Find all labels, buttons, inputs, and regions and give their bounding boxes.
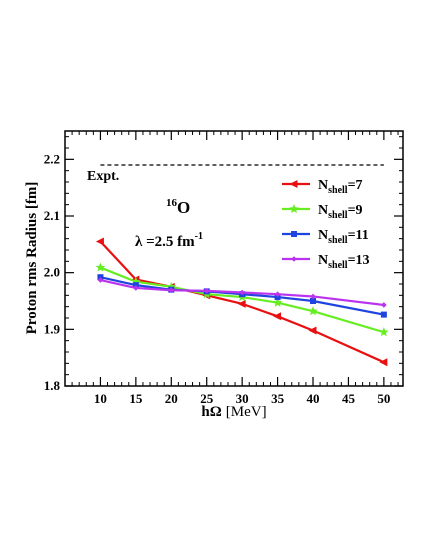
legend-item: Nshell=7 — [282, 178, 363, 196]
series-line — [100, 276, 385, 316]
series-line — [100, 278, 384, 307]
series-3 — [97, 277, 387, 308]
lambda-exponent: -1 — [195, 231, 203, 242]
data-point — [310, 293, 316, 300]
nucleus-symbol: O — [177, 198, 190, 217]
data-point — [272, 297, 283, 307]
data-point — [274, 294, 281, 301]
expt-label: Expt. — [87, 169, 119, 184]
x-tick-label: 35 — [271, 391, 285, 406]
nucleus-label: 16O — [166, 197, 190, 217]
data-point — [97, 277, 104, 283]
y-tick-label: 1.8 — [44, 378, 61, 393]
data-point — [239, 289, 245, 296]
data-point — [274, 291, 281, 297]
legend-swatch-marker — [291, 256, 297, 262]
legend-swatch-marker — [289, 180, 298, 188]
data-point — [379, 327, 389, 337]
data-point — [203, 288, 210, 294]
y-tick-label: 2.2 — [44, 151, 60, 166]
x-axis-title-base: hΩ — [201, 404, 221, 420]
x-axis-title-unit: [MeV] — [226, 404, 267, 420]
legend-label-subscript: shell — [328, 185, 348, 196]
data-point — [95, 237, 104, 246]
data-point — [166, 281, 177, 291]
series-0 — [95, 237, 388, 367]
data-point — [237, 299, 246, 308]
y-tick-label: 2.1 — [44, 208, 60, 223]
legend-label-prefix: N — [318, 253, 328, 268]
series-line — [99, 240, 385, 364]
legend-label: Nshell=7 — [318, 178, 363, 196]
legend-label-prefix: N — [318, 178, 328, 193]
legend-label-subscript: shell — [328, 235, 348, 246]
x-tick-label: 25 — [200, 391, 214, 406]
legend-label: Nshell=13 — [318, 253, 370, 271]
x-tick-label: 10 — [94, 391, 107, 406]
data-point — [97, 274, 104, 281]
x-tick-label: 40 — [307, 391, 320, 406]
series-line — [100, 266, 385, 334]
data-point — [381, 302, 387, 308]
lambda-label: λ =2.5 fm-1 — [135, 231, 203, 250]
data-point — [95, 262, 106, 272]
legend-swatch-marker — [289, 204, 299, 214]
legend-label: Nshell=11 — [318, 228, 369, 246]
x-tick-label: 30 — [236, 391, 249, 406]
legend-label-suffix: =11 — [348, 228, 369, 243]
legend-label-prefix: N — [318, 203, 328, 218]
legend-label-suffix: =13 — [348, 253, 370, 268]
data-point — [310, 298, 317, 304]
data-point — [380, 311, 387, 318]
data-point — [273, 312, 282, 321]
legend-label-prefix: N — [318, 228, 328, 243]
legend-item: Nshell=9 — [282, 203, 363, 221]
x-axis-title: hΩ [MeV] — [201, 404, 266, 420]
lambda-text: λ =2.5 fm — [135, 234, 195, 250]
data-point — [132, 282, 139, 289]
nucleus-mass-number: 16 — [166, 197, 178, 209]
legend-label-subscript: shell — [328, 260, 348, 271]
data-point — [133, 285, 139, 291]
legend-label-suffix: =7 — [348, 178, 363, 193]
y-tick-label: 1.9 — [44, 321, 61, 336]
data-point — [379, 358, 388, 367]
y-axis: 1.8 1.9 2.0 2.1 2.2 — [44, 136, 403, 393]
legend-item: Nshell=11 — [282, 228, 369, 246]
data-point — [168, 287, 175, 294]
legend-item: Nshell=13 — [282, 253, 370, 271]
legend-label: Nshell=9 — [318, 203, 363, 221]
data-point — [131, 276, 141, 286]
data-point — [308, 306, 318, 316]
x-tick-label: 20 — [165, 391, 178, 406]
x-tick-label: 45 — [342, 391, 356, 406]
x-tick-label: 15 — [129, 391, 143, 406]
legend-label-suffix: =9 — [348, 203, 363, 218]
y-axis-title: Proton rms Radius [fm] — [24, 182, 40, 335]
plot-frame — [64, 130, 404, 387]
series-layer — [95, 237, 389, 367]
x-tick-label: 50 — [377, 391, 390, 406]
legend-swatch-marker — [291, 231, 297, 237]
x-axis: 10 15 20 25 30 35 40 45 50 — [71, 131, 399, 406]
y-tick-label: 2.0 — [44, 265, 60, 280]
data-point — [308, 326, 317, 335]
legend-label-subscript: shell — [328, 210, 348, 221]
